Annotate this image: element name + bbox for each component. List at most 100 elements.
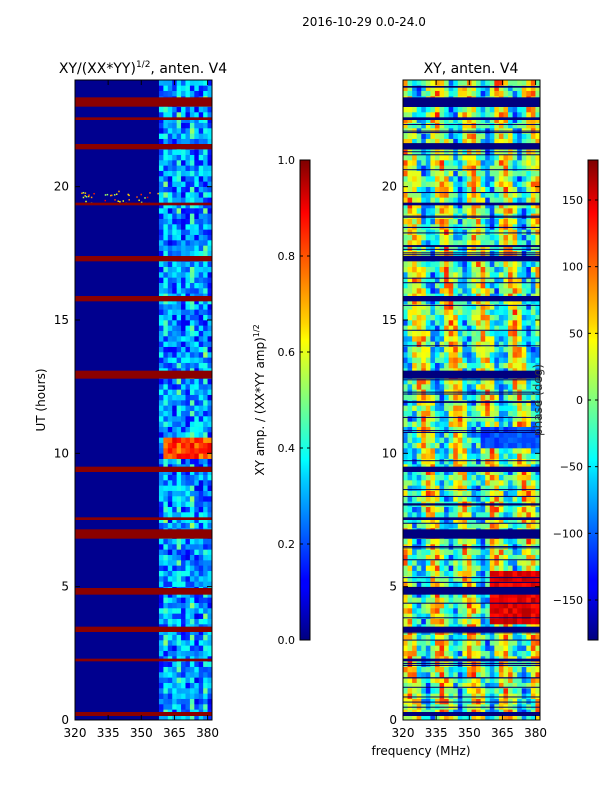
- right-heatmap-cell: [480, 266, 486, 273]
- left-heatmap-cell: [194, 128, 200, 134]
- left-heatmap-cell: [207, 389, 212, 395]
- right-heatmap-cell: [535, 645, 540, 651]
- left-heatmap-cell: [194, 208, 200, 214]
- right-heatmap-cell: [407, 330, 413, 337]
- left-heatmap-speckle: [84, 195, 86, 197]
- left-heatmap-cell: [198, 613, 204, 619]
- right-heatmap-cell: [430, 688, 436, 694]
- right-heatmap-cell: [453, 165, 459, 171]
- right-heatmap-cell: [535, 416, 540, 422]
- left-heatmap-cell: [189, 250, 195, 257]
- right-heatmap-cell: [471, 309, 477, 315]
- right-heatmap-cell: [434, 277, 440, 283]
- right-heatmap-cell: [425, 560, 431, 566]
- right-heatmap-cell: [480, 512, 486, 518]
- left-heatmap-cell: [167, 661, 173, 667]
- right-heatmap-cell: [508, 506, 513, 513]
- right-heatmap-cell: [508, 426, 513, 433]
- left-heatmap-cell: [176, 608, 182, 614]
- left-heatmap-cell: [207, 672, 212, 678]
- right-heatmap-cell: [508, 645, 513, 651]
- right-heatmap-cell: [425, 282, 431, 289]
- right-heatmap-cell: [462, 154, 468, 161]
- right-heatmap-cell: [530, 416, 536, 422]
- right-heatmap-cell: [430, 181, 436, 187]
- right-heatmap-cell: [462, 112, 468, 118]
- right-heatmap-cell: [521, 576, 527, 582]
- right-heatmap-cell: [476, 453, 481, 459]
- left-heatmap-cell: [203, 357, 208, 363]
- right-heatmap-cell: [425, 298, 431, 305]
- right-heatmap-cell: [480, 325, 486, 331]
- left-heatmap-cell: [172, 272, 177, 278]
- left-heatmap-cell: [203, 197, 208, 203]
- left-heatmap-cell: [181, 698, 186, 705]
- right-heatmap-cell: [494, 576, 500, 582]
- right-heatmap-cell: [434, 410, 440, 417]
- right-heatmap-cell: [407, 320, 413, 326]
- right-heatmap-cell: [480, 437, 486, 443]
- left-heatmap-cell: [185, 469, 191, 475]
- left-heatmap-cell: [163, 501, 169, 507]
- right-heatmap-cell: [462, 362, 468, 369]
- right-heatmap-cell: [526, 677, 532, 683]
- left-heatmap-cell: [172, 106, 177, 113]
- right-heatmap-cell: [412, 677, 417, 683]
- right-heatmap-cell: [466, 448, 472, 454]
- left-heatmap-cell: [163, 560, 169, 566]
- left-heatmap-cell: [194, 288, 200, 294]
- right-heatmap-cell: [457, 122, 463, 129]
- right-heatmap-cell: [425, 442, 431, 449]
- right-heatmap-cell: [521, 602, 527, 609]
- right-heatmap-cell: [430, 693, 436, 699]
- right-heatmap-cell: [480, 693, 486, 699]
- left-heatmap-cell: [158, 298, 164, 305]
- right-heatmap-cell: [412, 634, 417, 641]
- right-heatmap-cell: [480, 245, 486, 251]
- left-heatmap-cell: [185, 85, 191, 91]
- right-heatmap-cell: [494, 357, 500, 363]
- left-heatmap-speckle: [84, 192, 87, 194]
- right-heatmap-cell: [498, 538, 504, 545]
- left-heatmap-cell: [167, 704, 173, 710]
- left-heatmap-cell: [189, 501, 195, 507]
- right-heatmap-cell: [489, 341, 495, 347]
- left-heatmap-cell: [172, 330, 177, 337]
- right-heatmap-cell: [517, 426, 523, 433]
- left-heatmap-cell: [194, 698, 200, 705]
- right-heatmap-cell: [498, 426, 504, 433]
- right-heatmap-cell: [403, 677, 408, 683]
- left-heatmap-cell: [207, 442, 212, 449]
- right-heatmap-cell: [535, 549, 540, 555]
- left-heatmap-cell: [203, 682, 208, 689]
- right-heatmap-cell: [512, 117, 518, 123]
- left-heatmap-cell: [203, 80, 208, 86]
- left-heatmap-cell: [181, 80, 186, 86]
- right-heatmap-cell: [494, 613, 500, 619]
- left-heatmap-cell: [189, 677, 195, 683]
- right-heatmap-cell: [526, 208, 532, 214]
- right-heatmap-cell: [448, 618, 454, 625]
- right-heatmap-cell: [471, 458, 477, 465]
- right-heatmap-cell: [521, 597, 527, 603]
- right-heatmap-cell: [512, 640, 518, 646]
- left-heatmap-cell: [185, 453, 191, 459]
- right-heatmap-cell: [503, 421, 509, 427]
- left-heatmap-cell: [185, 234, 191, 241]
- right-heatmap-cell: [526, 672, 532, 678]
- right-heatmap-cell: [425, 416, 431, 422]
- right-heatmap-cell: [466, 570, 472, 577]
- left-heatmap-cell: [163, 213, 169, 219]
- right-heatmap-cell: [508, 560, 513, 566]
- right-heatmap-cell: [444, 234, 449, 241]
- left-heatmap-cell: [189, 90, 195, 97]
- right-heatmap-cell: [407, 416, 413, 422]
- right-heatmap-cell: [425, 218, 431, 225]
- right-heatmap-cell: [457, 240, 463, 246]
- right-heatmap-cell: [421, 224, 427, 230]
- right-heatmap-cell: [476, 522, 481, 529]
- left-heatmap-cell: [167, 448, 173, 454]
- right-heatmap-cell: [457, 597, 463, 603]
- right-heatmap-cell: [407, 277, 413, 283]
- right-heatmap-cell: [407, 512, 413, 518]
